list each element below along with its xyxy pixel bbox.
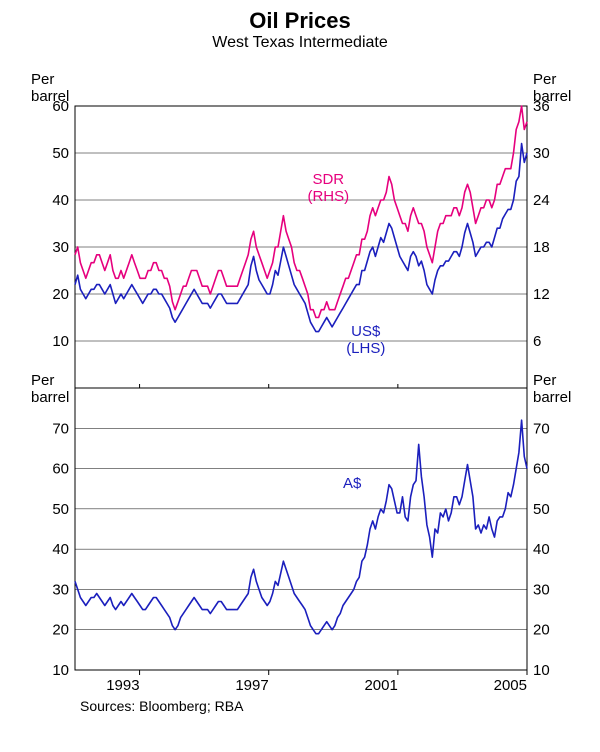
panel2-yleft-label: Perbarrel [31,373,69,406]
svg-text:60: 60 [533,461,550,478]
label-sdr: SDR(RHS) [307,171,349,205]
svg-text:50: 50 [52,501,69,518]
svg-text:50: 50 [533,501,550,518]
svg-text:30: 30 [533,581,550,598]
svg-text:1997: 1997 [235,677,268,694]
chart-subtitle: West Texas Intermediate [0,34,600,52]
svg-text:10: 10 [533,662,550,679]
svg-text:40: 40 [52,192,69,209]
chart-canvas: 1020304050606121824303610102020303040405… [0,52,600,752]
svg-text:6: 6 [533,333,541,350]
label-aud: A$ [343,475,361,492]
svg-text:70: 70 [52,420,69,437]
svg-text:2001: 2001 [364,677,397,694]
svg-text:24: 24 [533,192,550,209]
oil-price-chart: Oil Prices West Texas Intermediate 10 20 3… [0,0,600,752]
panel1-yleft-label: Perbarrel [31,72,69,105]
svg-text:70: 70 [533,420,550,437]
svg-text:30: 30 [52,581,69,598]
sources-text: Sources: Bloomberg; RBA [80,698,243,714]
label-usd: US$(LHS) [346,323,385,357]
svg-text:60: 60 [52,461,69,478]
panel1-yright-label: Perbarrel [533,72,571,105]
svg-text:12: 12 [533,286,550,303]
svg-text:30: 30 [52,239,69,256]
svg-text:10: 10 [52,333,69,350]
svg-text:2005: 2005 [494,677,527,694]
svg-text:30: 30 [533,145,550,162]
svg-text:20: 20 [52,622,69,639]
svg-text:50: 50 [52,145,69,162]
svg-text:10: 10 [52,662,69,679]
svg-text:40: 40 [533,541,550,558]
svg-text:20: 20 [533,622,550,639]
svg-text:18: 18 [533,239,550,256]
chart-title: Oil Prices [0,0,600,34]
svg-text:40: 40 [52,541,69,558]
panel2-yright-label: Perbarrel [533,373,571,406]
svg-text:1993: 1993 [106,677,139,694]
svg-text:20: 20 [52,286,69,303]
